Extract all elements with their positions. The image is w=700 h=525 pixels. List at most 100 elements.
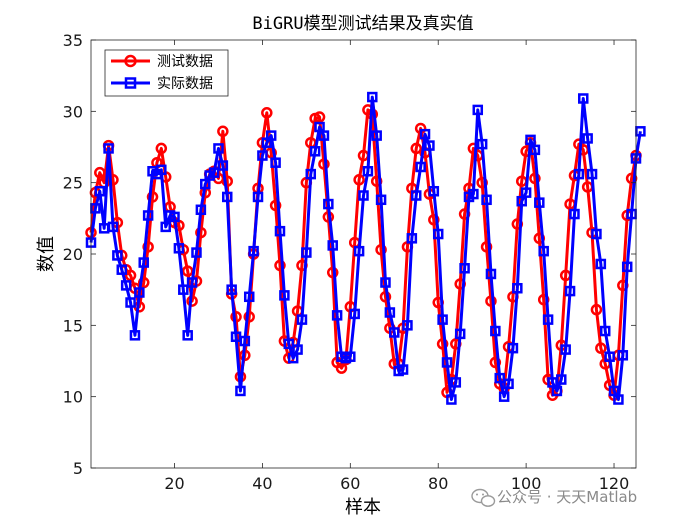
legend-label-test: 测试数据 <box>157 54 213 70</box>
data-point <box>489 356 502 369</box>
data-point <box>191 247 202 258</box>
data-point <box>410 190 422 201</box>
data-point <box>512 282 523 294</box>
y-tick-label: 5 <box>73 459 83 478</box>
x-tick-label: 40 <box>252 474 272 493</box>
x-tick-label: 20 <box>164 474 184 493</box>
data-point <box>362 166 374 177</box>
y-tick-label: 30 <box>63 102 83 121</box>
data-point <box>476 138 488 150</box>
x-axis-label: 样本 <box>345 497 381 518</box>
data-point <box>107 174 119 186</box>
data-point <box>142 241 154 253</box>
data-point <box>217 125 229 138</box>
data-point <box>485 295 497 307</box>
data-point <box>160 221 171 233</box>
data-point <box>380 277 391 288</box>
data-point <box>599 325 611 337</box>
data-point <box>529 172 541 185</box>
data-point <box>248 245 259 257</box>
data-point <box>94 166 106 179</box>
y-tick-label: 25 <box>63 174 83 193</box>
data-point <box>353 174 365 186</box>
data-point <box>375 243 387 256</box>
data-point <box>375 194 387 206</box>
data-point <box>556 374 567 385</box>
data-point <box>480 241 493 253</box>
data-point <box>494 372 505 384</box>
y-axis-label: 数值 <box>36 236 57 272</box>
data-point <box>208 167 220 178</box>
data-point <box>529 144 541 156</box>
data-point <box>542 314 554 325</box>
data-point <box>428 214 440 226</box>
data-point <box>103 143 114 154</box>
data-point <box>124 269 137 282</box>
data-point <box>279 290 290 301</box>
data-point <box>367 91 378 103</box>
x-tick-label: 120 <box>599 474 630 493</box>
data-point <box>468 188 479 200</box>
data-point <box>318 130 330 141</box>
data-point <box>182 330 193 341</box>
data-point <box>436 338 449 350</box>
data-point <box>595 342 607 354</box>
data-point <box>481 194 492 206</box>
data-point <box>459 263 470 274</box>
data-point <box>617 350 629 361</box>
data-point <box>243 291 255 303</box>
data-point <box>94 185 106 197</box>
data-point <box>239 335 251 347</box>
data-point <box>498 391 510 402</box>
data-point <box>178 284 189 295</box>
data-point <box>252 191 264 203</box>
series-line <box>89 95 642 402</box>
data-point <box>349 308 360 320</box>
data-point <box>490 325 501 337</box>
data-point <box>345 351 356 362</box>
data-point <box>323 198 334 210</box>
data-point <box>590 303 603 316</box>
data-point <box>450 377 462 388</box>
data-point <box>621 261 633 273</box>
data-point <box>226 284 237 295</box>
data-point <box>181 265 194 277</box>
data-point <box>353 245 365 257</box>
data-point <box>569 208 580 220</box>
data-point <box>112 250 123 261</box>
data-point <box>283 338 295 350</box>
data-point <box>125 297 136 308</box>
data-point <box>195 226 207 239</box>
data-point <box>424 140 435 151</box>
data-point <box>120 280 132 291</box>
data-point <box>437 314 448 325</box>
data-point <box>564 285 576 297</box>
axes-layer: 20 40 60 80 100 120 5 10 15 20 25 30 35 <box>63 31 637 493</box>
y-tick-label: 20 <box>63 245 83 264</box>
data-point <box>485 268 497 280</box>
data-point <box>384 307 396 318</box>
data-point <box>269 199 282 212</box>
data-point <box>296 314 308 325</box>
data-point <box>243 311 255 323</box>
data-point <box>441 357 453 368</box>
x-tick-label: 60 <box>340 474 360 493</box>
data-point <box>235 385 246 397</box>
data-point <box>551 385 563 397</box>
wechat-icon <box>471 488 496 507</box>
data-point <box>586 168 598 180</box>
data-point <box>582 133 593 144</box>
data-point <box>261 107 273 119</box>
data-point <box>410 142 422 155</box>
data-point <box>107 221 119 233</box>
data-point <box>292 344 303 355</box>
data-point <box>138 257 149 268</box>
data-point <box>397 364 409 375</box>
data-point <box>213 143 224 154</box>
data-point <box>137 276 150 289</box>
data-point <box>331 310 343 321</box>
data-point <box>560 344 571 355</box>
data-point <box>525 134 536 146</box>
data-point <box>534 197 545 208</box>
data-point <box>573 168 585 180</box>
